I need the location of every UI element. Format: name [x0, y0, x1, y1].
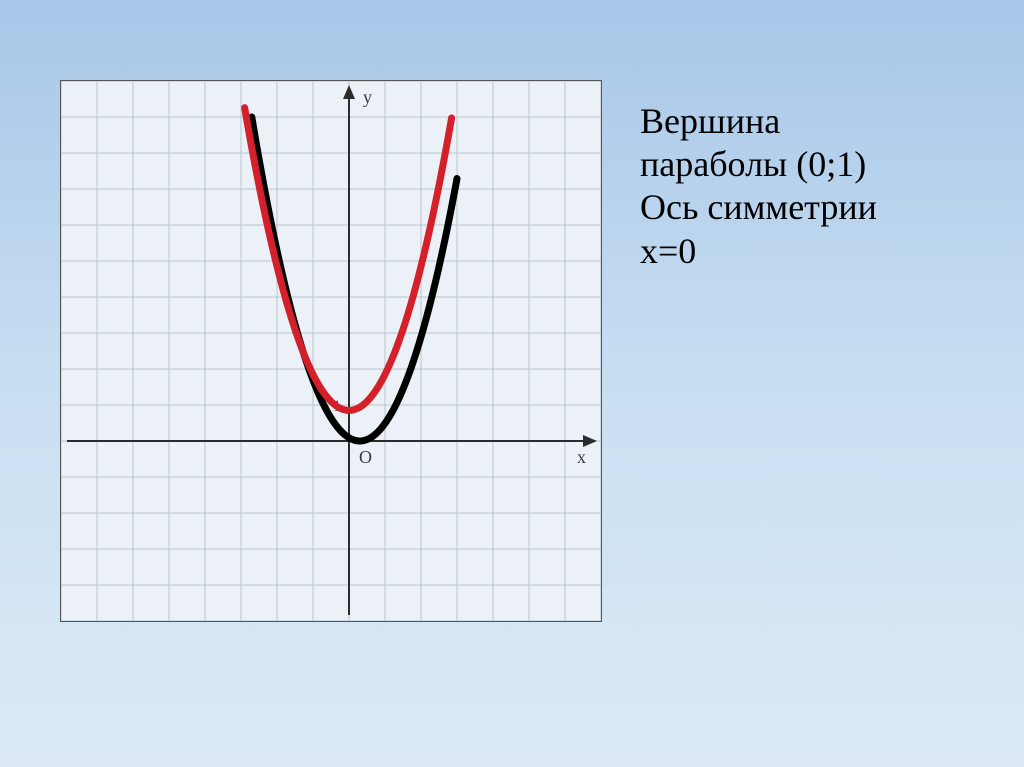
svg-text:O: O — [359, 447, 372, 467]
chart-svg: yxO1 — [61, 81, 601, 621]
text-line-3: Ось симметрии — [640, 186, 877, 229]
slide: yxO1 Вершина параболы (0;1) Ось симметри… — [0, 0, 1024, 767]
text-line-1: Вершина — [640, 100, 877, 143]
svg-text:y: y — [363, 87, 372, 107]
svg-text:x: x — [577, 447, 586, 467]
description-text: Вершина параболы (0;1) Ось симметрии х=0 — [640, 100, 877, 273]
text-line-4: х=0 — [640, 230, 877, 273]
chart-area: yxO1 — [60, 80, 602, 622]
text-line-2: параболы (0;1) — [640, 143, 877, 186]
